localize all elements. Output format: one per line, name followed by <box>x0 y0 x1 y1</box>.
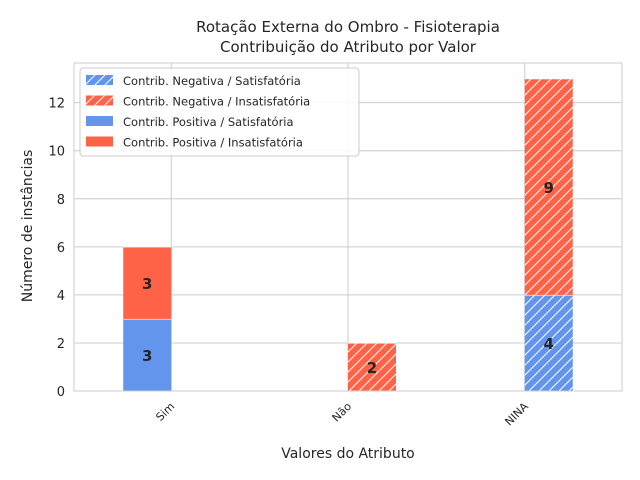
legend-swatch <box>86 136 113 147</box>
y-tick-label: 0 <box>57 385 65 400</box>
bar-hatch <box>348 342 396 391</box>
legend-box <box>79 67 360 157</box>
y-ticks: 0 2 4 6 8 10 12 <box>48 97 65 400</box>
bar-value-label: 3 <box>142 347 152 365</box>
bars: 3 3 2 4 9 <box>123 78 573 391</box>
y-tick-label: 4 <box>57 289 65 304</box>
plot-frame <box>73 62 623 392</box>
y-tick-label: 12 <box>48 97 65 112</box>
legend-swatch-hatch <box>86 95 113 106</box>
legend-swatch-hatch <box>86 75 113 85</box>
y-tick-label: 8 <box>57 193 65 208</box>
bar-segment <box>123 318 172 391</box>
legend: Contrib. Negativa / Satisfatória Contrib.… <box>79 67 360 157</box>
chart-title: Rotação Externa do Ombro - Fisioterapia <box>196 18 500 36</box>
legend-label: Contrib. Positiva / Insatisfatória <box>123 136 303 150</box>
legend-swatch <box>86 116 113 126</box>
bar-value-label: 9 <box>544 179 554 197</box>
legend-label: Contrib. Negativa / Satisfatória <box>123 74 301 88</box>
bar-value-label: 4 <box>544 335 554 353</box>
legend-label: Contrib. Negativa / Insatisfatória <box>123 95 310 109</box>
y-tick-label: 6 <box>57 241 65 256</box>
bar-segment <box>123 246 172 319</box>
legend-label: Contrib. Positiva / Satisfatória <box>123 115 294 129</box>
chart-subtitle: Contribuição do Atributo por Valor <box>220 38 477 56</box>
bar-value-label: 2 <box>367 359 377 377</box>
y-tick-label: 2 <box>57 337 65 352</box>
y-axis-label: Número de instâncias <box>20 150 36 302</box>
x-axis-label: Valores do Atributo <box>281 446 415 462</box>
bar-hatch <box>524 294 573 391</box>
bar-hatch <box>524 78 573 295</box>
bar-value-label: 3 <box>142 275 152 293</box>
y-tick-label: 10 <box>48 145 65 160</box>
